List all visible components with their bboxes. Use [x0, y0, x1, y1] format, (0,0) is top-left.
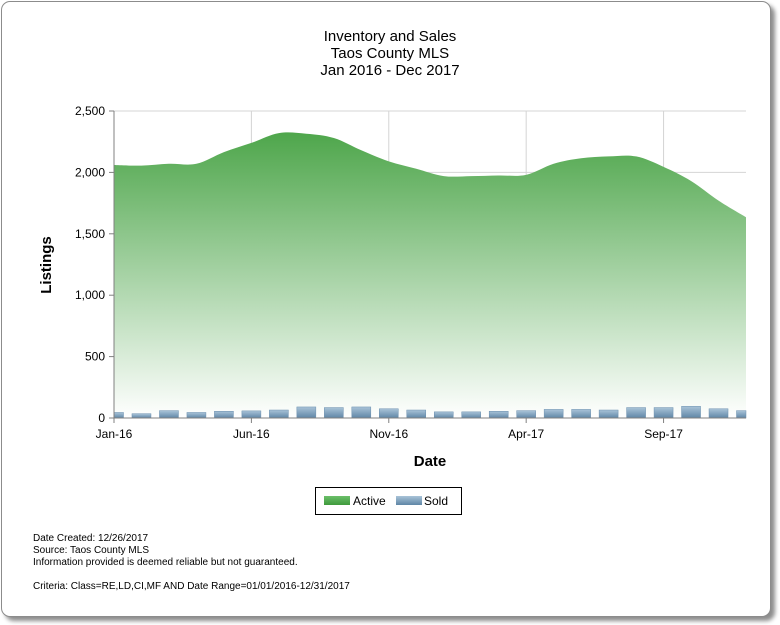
sold-bar	[543, 409, 564, 419]
y-tick-label: 2,500	[75, 104, 105, 118]
sold-bar	[131, 413, 152, 419]
footer-criteria: Criteria: Class=RE,LD,CI,MF AND Date Ran…	[33, 581, 350, 592]
y-tick-label: 1,500	[75, 227, 105, 241]
y-tick-label: 0	[98, 411, 105, 425]
sold-bar	[516, 410, 536, 419]
legend-swatch-active	[324, 496, 350, 505]
chart-subtitle: Taos County MLS	[330, 45, 450, 62]
y-tick-label: 500	[85, 350, 105, 364]
sold-bar	[736, 410, 747, 419]
x-tick-label: Nov-16	[369, 427, 408, 441]
sold-bar	[241, 410, 262, 419]
y-axis-label: Listings	[38, 236, 55, 294]
footer-source: Source: Taos County MLS	[33, 545, 149, 556]
x-tick-label: Sep-17	[644, 427, 683, 441]
active-series-area	[114, 132, 746, 418]
sold-bar	[571, 409, 591, 419]
x-tick-label: Jan-16	[96, 427, 133, 441]
sold-bar	[433, 411, 454, 419]
sold-bar	[296, 406, 317, 419]
x-tick-label: Jun-16	[233, 427, 270, 441]
sold-bar	[406, 409, 427, 419]
sold-bar	[159, 410, 179, 419]
y-tick-label: 2,000	[75, 165, 105, 179]
sold-bar	[488, 410, 509, 419]
legend-label-active: Active	[353, 494, 386, 508]
sold-bar	[351, 406, 372, 419]
sold-bar	[324, 407, 344, 419]
sold-bar	[626, 407, 646, 419]
chart-title: Inventory and Sales	[323, 28, 457, 45]
sold-bar	[113, 412, 124, 419]
sold-bar	[681, 406, 701, 419]
sold-bar	[186, 412, 207, 419]
sold-bar	[269, 409, 289, 419]
chart-date-range: Jan 2016 - Dec 2017	[320, 62, 460, 79]
footer-date-created: Date Created: 12/26/2017	[33, 533, 149, 544]
sold-bar	[214, 410, 234, 419]
legend: Active Sold	[315, 487, 462, 515]
legend-swatch-sold	[396, 496, 422, 505]
sold-bar	[461, 411, 481, 419]
x-tick-label: Apr-17	[508, 427, 544, 441]
sold-bar	[598, 409, 619, 419]
footer-disclaimer: Information provided is deemed reliable …	[33, 557, 298, 568]
sold-bar	[708, 408, 729, 419]
sold-bar	[653, 407, 674, 419]
y-tick-label: 1,000	[75, 288, 105, 302]
legend-label-sold: Sold	[424, 494, 449, 508]
x-axis-label: Date	[414, 453, 447, 470]
sold-bar	[379, 408, 399, 419]
